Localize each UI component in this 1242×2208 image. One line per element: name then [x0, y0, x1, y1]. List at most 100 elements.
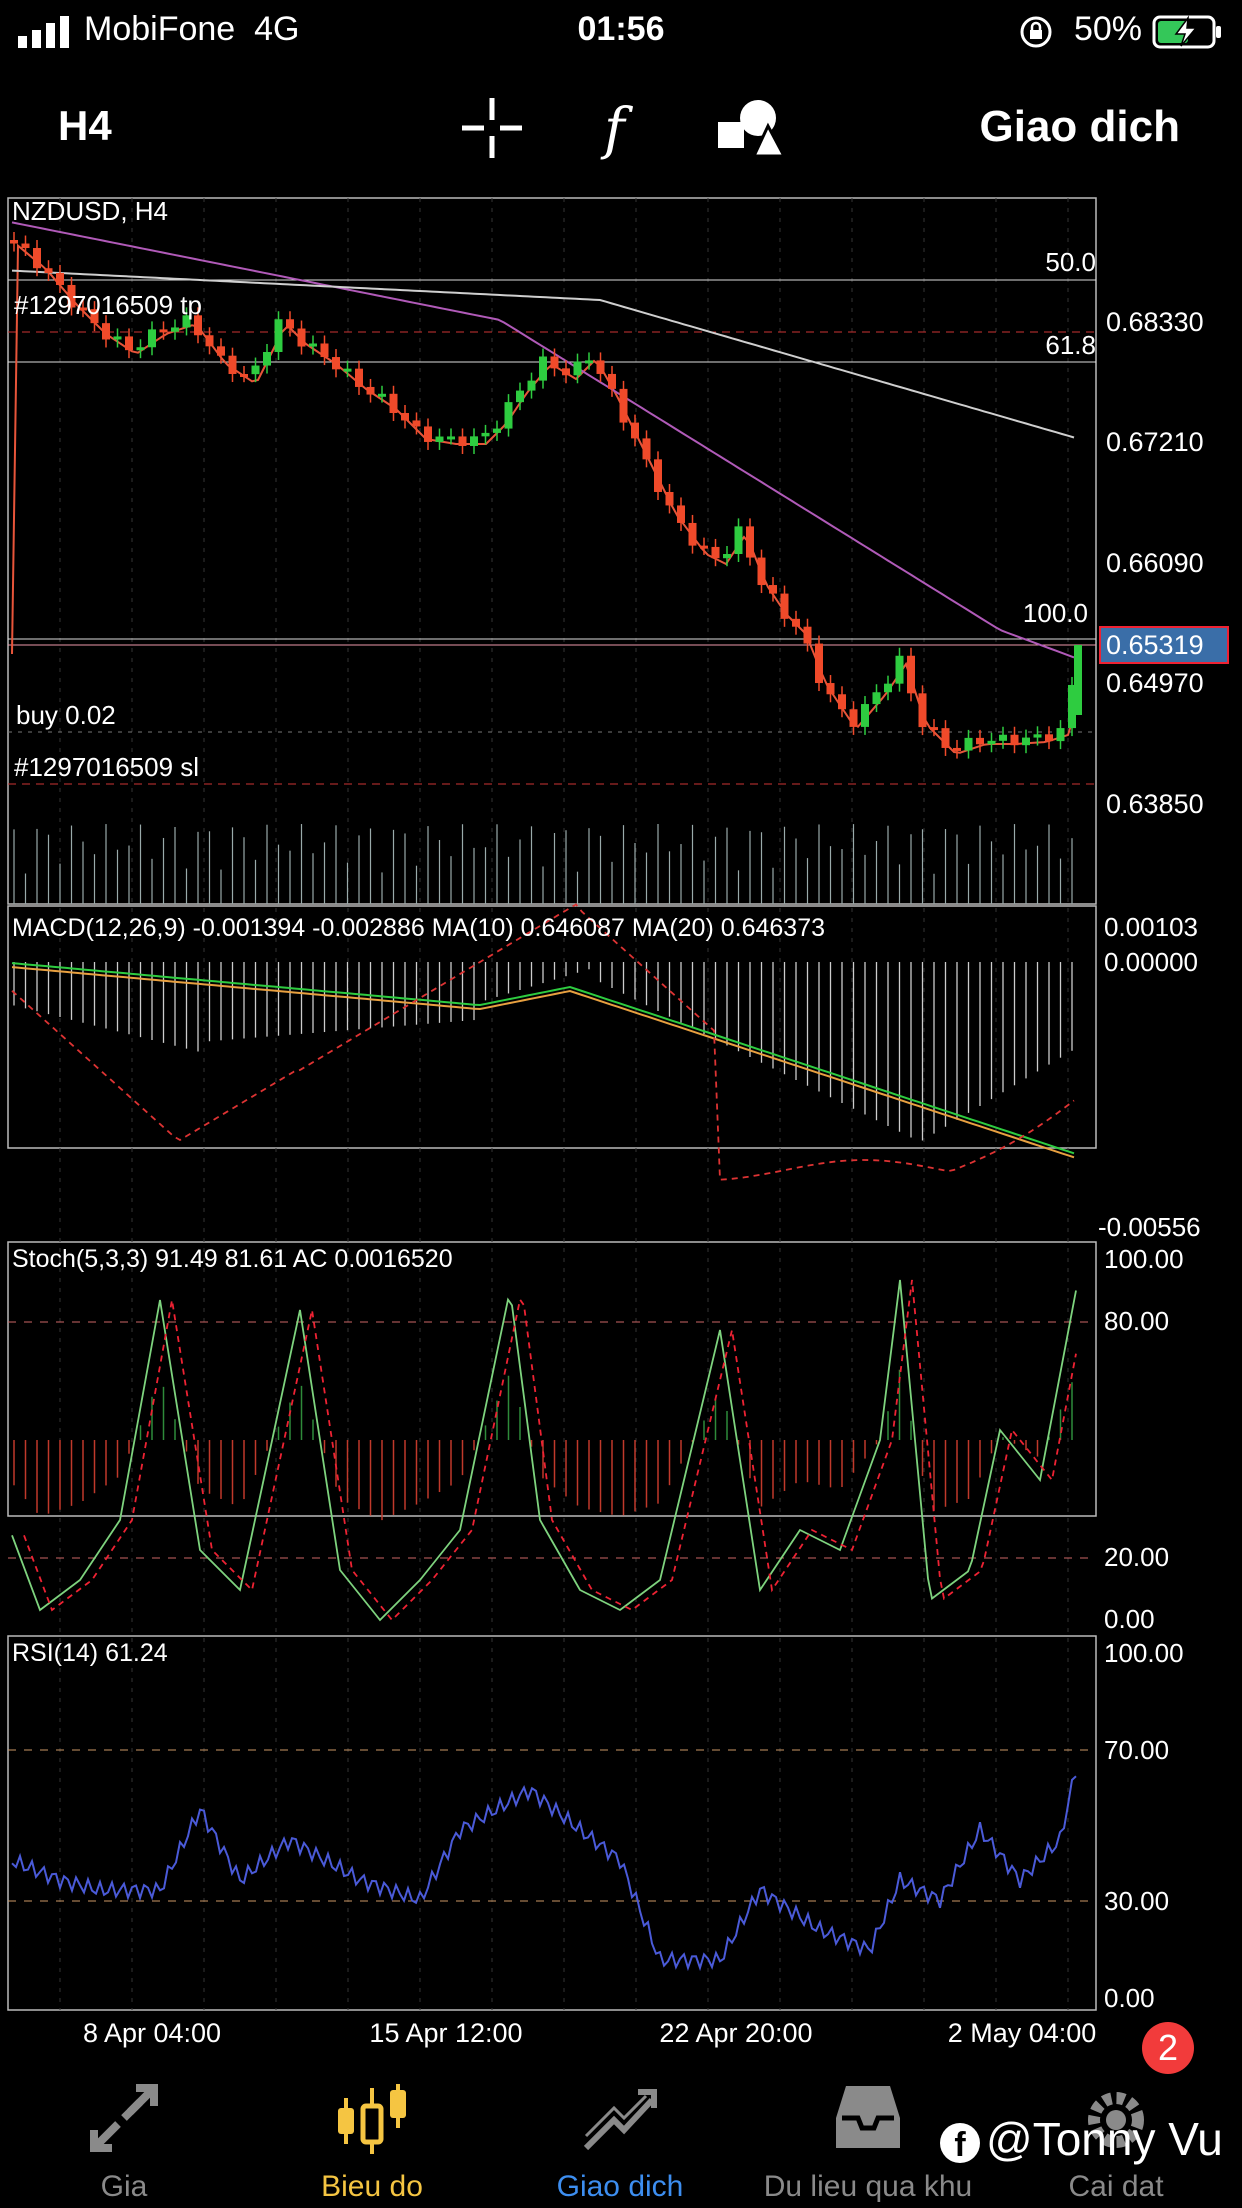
candle-body — [240, 374, 248, 378]
candle-body — [148, 329, 156, 348]
candle-body — [746, 526, 754, 558]
current-price-tag — [1099, 626, 1229, 664]
stoch-tick-20: 20.00 — [1104, 1542, 1169, 1572]
pane-frame — [7, 1241, 1097, 1517]
candle-body — [447, 436, 455, 440]
candle-body — [803, 626, 812, 644]
candle-body — [217, 346, 225, 356]
candle-body — [401, 413, 409, 421]
candle-body — [194, 315, 202, 336]
candle-body — [550, 356, 559, 369]
crosshair-icon[interactable] — [460, 96, 524, 160]
ma-mid-line — [11, 221, 1075, 659]
nav-item-history[interactable]: Du lieu qua khu — [744, 2070, 992, 2208]
stoch-pane — [11, 1279, 1077, 1622]
candle-body — [769, 585, 777, 594]
candle-body — [539, 356, 547, 381]
nav-item-settings[interactable]: Cai dat — [992, 2070, 1240, 2208]
fib-level-61: 61.8 — [1045, 330, 1096, 360]
candle-body — [263, 351, 271, 366]
macd-tick-zero: 0.00000 — [1104, 947, 1198, 977]
stoch-label: Stoch(5,3,3) 91.49 81.61 AC 0.0016520 — [12, 1245, 453, 1273]
candle-body — [941, 728, 950, 748]
timeframe-button[interactable]: H4 — [58, 102, 112, 149]
candle-body — [895, 655, 904, 684]
macd-tick-bottom: -0.00556 — [1098, 1212, 1201, 1242]
fib-level-50: 50.0 — [1045, 247, 1096, 277]
candle-body — [44, 268, 53, 273]
candle-body — [849, 709, 858, 727]
nav-item-trade[interactable]: Giao dich — [496, 2070, 744, 2208]
candlesticks — [10, 232, 1082, 759]
candle-body — [274, 319, 283, 352]
chart-area[interactable]: NZDUSD, H4 #1297016509 tp buy 0.02 #1297… — [0, 190, 1242, 2070]
candle-body — [205, 335, 214, 347]
rsi-tick-100: 100.00 — [1104, 1638, 1184, 1668]
chart-candles-icon — [338, 2084, 406, 2154]
candle-body — [102, 323, 110, 340]
pane-frame — [7, 905, 1097, 1149]
candle-body — [1010, 734, 1019, 746]
stoch-tick-100: 100.00 — [1104, 1244, 1184, 1274]
tp-label: #1297016509 tp — [14, 290, 202, 320]
candle-body — [573, 361, 582, 376]
last-candle — [1074, 645, 1082, 715]
stoch-tick-0: 0.00 — [1104, 1604, 1155, 1634]
candle-body — [757, 557, 766, 586]
macd-tick-top: 0.00103 — [1104, 912, 1198, 942]
candle-body — [90, 309, 99, 324]
candle-body — [642, 438, 651, 460]
quotes-arrows-icon — [90, 2084, 158, 2152]
candle-body — [780, 593, 789, 619]
candle-body — [113, 336, 122, 340]
time-tick-3: 22 Apr 20:00 — [659, 2018, 812, 2048]
chart-toolbar: H4 f Giao dich — [0, 90, 1242, 170]
nav-item-quotes[interactable]: Gia — [0, 2070, 248, 2208]
watermark: f @Tonny Vu — [940, 2112, 1223, 2166]
candle-body — [159, 329, 168, 333]
rsi-tick-0: 0.00 — [1104, 1983, 1155, 2013]
candle-body — [734, 526, 743, 555]
status-bar: MobiFone 4G 01:56 50% — [0, 0, 1242, 62]
facebook-logo-icon: f — [940, 2122, 980, 2164]
status-time: 01:56 — [577, 10, 665, 48]
candle-body — [504, 402, 513, 429]
candle-body — [711, 546, 720, 559]
candle-body — [481, 432, 490, 437]
candle-body — [320, 343, 329, 358]
svg-text:f: f — [600, 97, 634, 160]
candle-body — [700, 545, 708, 549]
nav-label-history: Du lieu qua khu — [763, 2170, 973, 2203]
candle-body — [516, 390, 524, 403]
history-inbox-icon — [836, 2086, 900, 2148]
settings-badge: 2 — [1142, 2022, 1194, 2074]
chart-grid — [59, 198, 1069, 2010]
price-tick-2: 0.67210 — [1106, 427, 1204, 457]
objects-icon[interactable] — [716, 96, 786, 160]
function-icon[interactable]: f — [596, 96, 646, 160]
candle-body — [493, 428, 501, 433]
time-tick-4: 2 May 04:00 — [948, 2018, 1097, 2048]
candle-body — [677, 505, 685, 523]
candle-body — [1068, 684, 1076, 729]
candle-body — [688, 522, 697, 546]
candle-body — [631, 422, 639, 439]
nav-item-chart[interactable]: Bieu do — [248, 2070, 496, 2208]
candle-body — [458, 436, 467, 446]
candle-body — [872, 692, 881, 705]
candle-body — [1056, 728, 1065, 742]
candle-body — [79, 307, 87, 311]
symbol-label: NZDUSD, H4 — [12, 196, 168, 226]
candle-body — [412, 420, 421, 427]
candle-body — [343, 368, 352, 372]
trade-button[interactable]: Giao dich — [979, 102, 1180, 151]
candle-body — [182, 315, 191, 328]
candle-body — [424, 426, 432, 442]
rsi-line — [11, 1775, 1077, 1972]
ma-slow-line — [11, 269, 1075, 439]
candle-body — [619, 388, 628, 423]
candle-body — [21, 243, 30, 249]
candle-body — [654, 459, 662, 492]
volume-bars — [13, 824, 1073, 904]
candle-body — [585, 360, 593, 364]
